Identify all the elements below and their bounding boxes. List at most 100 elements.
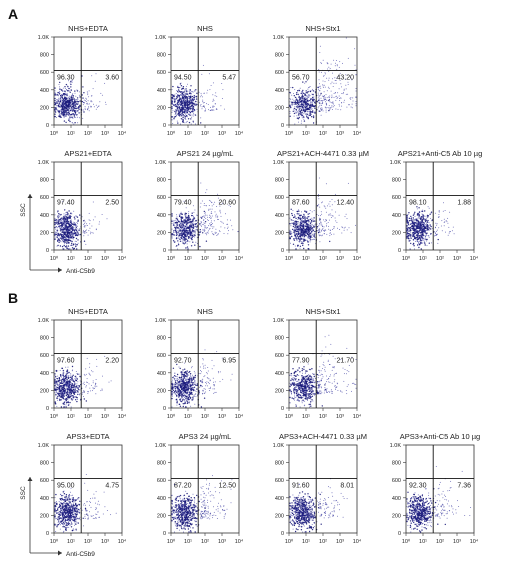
event-dot	[178, 94, 181, 97]
event-dot	[296, 112, 298, 114]
event-dot	[58, 103, 61, 105]
event-dot	[61, 94, 63, 95]
event-dot	[185, 228, 187, 230]
event-dot	[182, 121, 184, 123]
event-dot	[95, 104, 97, 106]
event-dot	[304, 217, 306, 219]
event-dot	[184, 240, 186, 242]
event-dot	[308, 86, 310, 88]
event-dot	[416, 219, 418, 221]
event-dot	[174, 232, 176, 233]
event-dot	[190, 233, 191, 235]
x-tick-label: 10⁴	[470, 255, 479, 262]
event-dot	[200, 94, 202, 96]
event-dot	[297, 101, 299, 103]
x-tick-label: 10¹	[419, 256, 427, 262]
event-dot	[73, 225, 75, 227]
event-dot	[338, 66, 340, 68]
event-dot	[58, 234, 61, 236]
event-dot	[82, 232, 84, 234]
event-dot	[334, 201, 336, 203]
event-dot	[305, 115, 307, 117]
event-dot	[223, 108, 225, 110]
event-dot	[67, 234, 69, 236]
event-dot	[59, 100, 61, 103]
event-dot	[307, 100, 309, 102]
event-dot	[294, 110, 296, 112]
event-dot	[318, 102, 321, 104]
event-dot	[309, 236, 311, 238]
event-dot	[201, 108, 203, 110]
event-dot	[185, 240, 187, 242]
event-dot	[301, 220, 302, 222]
event-dot	[92, 388, 94, 390]
event-dot	[324, 72, 326, 74]
event-dot	[175, 219, 177, 221]
event-dot	[70, 232, 72, 234]
event-dot	[321, 108, 323, 110]
event-dot	[293, 100, 295, 102]
event-dot	[300, 101, 302, 103]
event-dot	[425, 234, 427, 236]
event-dot	[69, 237, 71, 239]
event-dot	[311, 89, 313, 91]
event-dot	[294, 229, 296, 232]
event-dot	[176, 245, 178, 247]
event-dot	[69, 97, 71, 99]
event-dot	[354, 64, 356, 66]
event-dot	[311, 103, 314, 106]
event-dot	[186, 91, 188, 93]
event-dot	[64, 88, 66, 89]
event-dot	[195, 123, 196, 125]
y-tick-label: 800	[275, 178, 284, 184]
event-dot	[325, 107, 327, 109]
event-dot	[418, 246, 420, 249]
event-dot	[297, 90, 299, 92]
event-dot	[303, 111, 306, 113]
event-dot	[297, 221, 299, 223]
event-dot	[192, 225, 194, 227]
event-dot	[289, 233, 291, 235]
event-dot	[181, 96, 183, 98]
event-dot	[216, 108, 218, 110]
event-dot	[63, 215, 65, 218]
event-dot	[66, 110, 67, 112]
event-dot	[69, 90, 71, 92]
event-dot	[313, 96, 315, 98]
event-dot	[87, 234, 89, 236]
event-dot	[54, 108, 56, 111]
event-dot	[70, 225, 72, 227]
event-dot	[429, 213, 431, 215]
event-dot	[333, 93, 335, 94]
event-dot	[204, 106, 205, 108]
event-dot	[316, 100, 318, 103]
event-dot	[300, 214, 302, 216]
y-tick-label: 1.0K	[273, 35, 285, 41]
event-dot	[65, 237, 67, 239]
event-dot	[185, 221, 187, 224]
event-dot	[343, 229, 345, 231]
event-dot	[79, 228, 81, 230]
event-dot	[311, 116, 313, 118]
event-dot	[325, 229, 327, 231]
event-dot	[55, 93, 57, 95]
event-dot	[69, 216, 71, 219]
event-dot	[325, 109, 327, 111]
event-dot	[340, 97, 342, 99]
event-dot	[341, 93, 343, 94]
event-dot	[181, 223, 183, 225]
event-dot	[70, 117, 72, 119]
event-dot	[308, 87, 309, 89]
event-dot	[323, 233, 325, 235]
event-dot	[66, 235, 68, 237]
event-dot	[328, 214, 330, 216]
event-dot	[294, 227, 296, 229]
event-dot	[64, 242, 65, 244]
event-dot	[67, 90, 69, 92]
event-dot	[307, 116, 309, 119]
event-dot	[177, 226, 179, 229]
event-dot	[312, 229, 314, 232]
event-dot	[430, 228, 432, 230]
event-dot	[328, 203, 330, 205]
event-dot	[296, 99, 298, 102]
